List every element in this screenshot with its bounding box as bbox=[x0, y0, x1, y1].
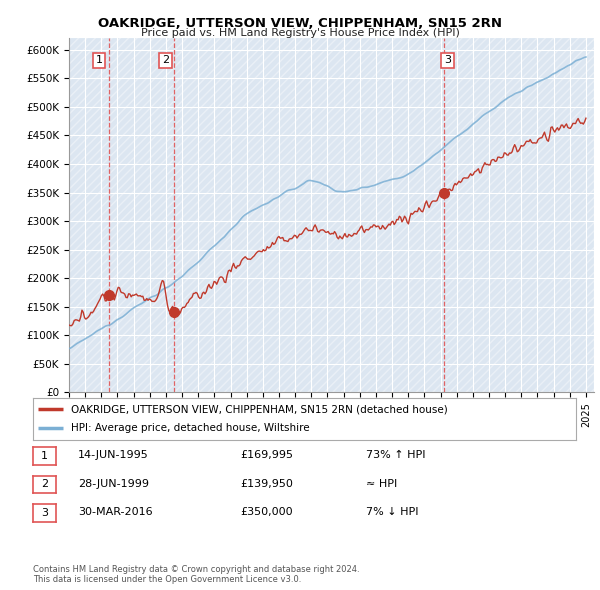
Text: 2: 2 bbox=[41, 480, 48, 489]
Text: 2: 2 bbox=[162, 55, 169, 65]
Text: £169,995: £169,995 bbox=[240, 451, 293, 460]
Text: HPI: Average price, detached house, Wiltshire: HPI: Average price, detached house, Wilt… bbox=[71, 424, 310, 434]
Text: ≈ HPI: ≈ HPI bbox=[366, 479, 397, 489]
Text: 28-JUN-1999: 28-JUN-1999 bbox=[78, 479, 149, 489]
Text: OAKRIDGE, UTTERSON VIEW, CHIPPENHAM, SN15 2RN: OAKRIDGE, UTTERSON VIEW, CHIPPENHAM, SN1… bbox=[98, 17, 502, 30]
Text: 1: 1 bbox=[41, 451, 48, 461]
Text: 14-JUN-1995: 14-JUN-1995 bbox=[78, 451, 149, 460]
Text: 1: 1 bbox=[95, 55, 103, 65]
Text: Contains HM Land Registry data © Crown copyright and database right 2024.
This d: Contains HM Land Registry data © Crown c… bbox=[33, 565, 359, 584]
Text: 3: 3 bbox=[41, 508, 48, 517]
Text: £139,950: £139,950 bbox=[240, 479, 293, 489]
Text: 73% ↑ HPI: 73% ↑ HPI bbox=[366, 451, 425, 460]
Text: Price paid vs. HM Land Registry's House Price Index (HPI): Price paid vs. HM Land Registry's House … bbox=[140, 28, 460, 38]
Text: 3: 3 bbox=[444, 55, 451, 65]
Text: £350,000: £350,000 bbox=[240, 507, 293, 517]
Text: 7% ↓ HPI: 7% ↓ HPI bbox=[366, 507, 419, 517]
Text: 30-MAR-2016: 30-MAR-2016 bbox=[78, 507, 152, 517]
Text: OAKRIDGE, UTTERSON VIEW, CHIPPENHAM, SN15 2RN (detached house): OAKRIDGE, UTTERSON VIEW, CHIPPENHAM, SN1… bbox=[71, 404, 448, 414]
